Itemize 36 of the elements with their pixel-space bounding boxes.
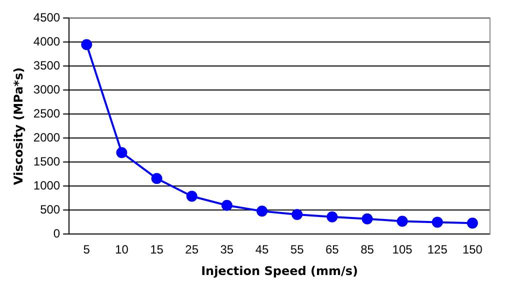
y-tick-label: 500 (40, 202, 60, 217)
x-tick-label: 65 (325, 242, 340, 257)
point (432, 216, 443, 228)
x-tick-label: 55 (290, 242, 304, 257)
y-tick-label: 3500 (33, 58, 60, 73)
x-tick-label: 105 (392, 242, 413, 257)
x-tick-label: 125 (427, 242, 448, 257)
y-tick-label: 2000 (33, 130, 60, 145)
x-tick-label: 15 (150, 242, 164, 257)
x-tick-label: 45 (255, 242, 270, 257)
point (186, 190, 198, 202)
point (81, 39, 92, 50)
y-axis-title: Viscosity (MPa*s) (11, 67, 26, 185)
point (466, 218, 478, 229)
y-tick-label: 2500 (33, 106, 60, 121)
y-tick-label: 0 (53, 226, 60, 241)
point (396, 216, 408, 227)
x-tick-label: 35 (220, 242, 234, 257)
y-tick-label: 1000 (33, 178, 60, 193)
x-axis-title: Injection Speed (mm/s) (201, 264, 358, 278)
x-tick-label: 10 (115, 242, 129, 257)
x-tick-label: 25 (185, 242, 199, 257)
y-tick-label: 4000 (33, 34, 60, 49)
point (116, 147, 128, 158)
point (326, 211, 338, 222)
y-tick-label: 1500 (33, 154, 60, 169)
x-tick-label: 5 (83, 242, 90, 257)
point (256, 206, 268, 217)
point (362, 213, 373, 224)
x-tick-label: 85 (360, 242, 374, 257)
y-tick-label: 4500 (33, 10, 60, 25)
point (221, 200, 232, 211)
y-tick-label: 3000 (33, 82, 60, 97)
x-tick-label: 150 (462, 242, 483, 257)
point (292, 209, 303, 220)
point (151, 173, 162, 184)
